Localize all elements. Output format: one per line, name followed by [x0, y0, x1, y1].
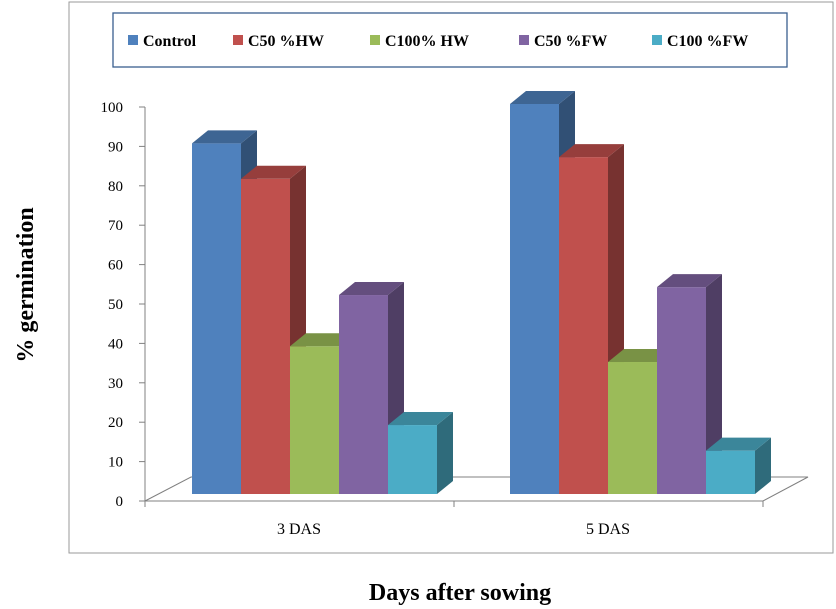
legend-label: C50 %HW: [248, 33, 324, 50]
bar-top: [706, 437, 771, 451]
bar-side: [755, 437, 771, 494]
bar-top: [510, 90, 575, 104]
y-tick-label: 0: [116, 494, 124, 510]
legend-swatch: [233, 35, 243, 45]
bar-top: [339, 282, 404, 296]
x-tick-label: 5 DAS: [586, 521, 630, 538]
y-tick-label: 20: [108, 415, 123, 431]
legend-item: Control: [128, 33, 197, 50]
y-tick-label: 100: [101, 100, 124, 116]
y-tick-label: 50: [108, 297, 123, 313]
legend-label: C100% HW: [385, 33, 469, 50]
bar-front: [388, 425, 437, 494]
legend-label: C50 %FW: [534, 33, 607, 50]
bar-top: [241, 165, 306, 179]
legend-item: C50 %FW: [519, 33, 607, 50]
legend-swatch: [370, 35, 380, 45]
y-tick-label: 10: [108, 455, 123, 471]
y-axis-title: % germination: [13, 207, 39, 362]
bar-front: [559, 157, 608, 494]
bars: [192, 90, 771, 495]
bar: [657, 274, 722, 494]
legend-swatch: [519, 35, 529, 45]
bar-top: [559, 144, 624, 158]
x-tick-label: 3 DAS: [277, 521, 321, 538]
legend-item: C50 %HW: [233, 33, 324, 50]
bar-side: [706, 274, 722, 494]
x-axis: 3 DAS 5 DAS: [144, 500, 764, 538]
bar: [339, 282, 404, 494]
y-tick-label: 90: [108, 139, 123, 155]
bar: [510, 90, 575, 494]
bar-top: [290, 333, 355, 347]
y-axis: 0 10 20 30 40 50 60 70 80 90 100: [101, 100, 146, 510]
legend-label: Control: [143, 33, 197, 50]
bar-front: [241, 178, 290, 495]
bar-front: [657, 287, 706, 494]
legend-swatch: [652, 35, 662, 45]
bar-top: [388, 412, 453, 426]
bar: [388, 412, 453, 494]
legend-box: [112, 12, 788, 68]
bar-front: [608, 362, 657, 494]
y-tick-label: 70: [108, 218, 123, 234]
bar-front: [192, 143, 241, 494]
y-tick-label: 30: [108, 376, 123, 392]
y-tick-label: 60: [108, 258, 123, 274]
x-axis-title: Days after sowing: [369, 580, 551, 606]
bar-top: [608, 349, 673, 363]
legend-item: C100 %FW: [652, 33, 748, 50]
bar-front: [706, 450, 755, 494]
y-tick-label: 40: [108, 336, 123, 352]
bar-top: [657, 274, 722, 288]
legend-item: C100% HW: [370, 33, 469, 50]
legend: Control C50 %HW C100% HW C50 %FW C100 %FW: [128, 33, 748, 50]
bar-side: [437, 412, 453, 494]
legend-label: C100 %FW: [667, 33, 748, 50]
legend-swatch: [128, 35, 138, 45]
bar-front: [339, 295, 388, 494]
bar-front: [290, 346, 339, 494]
bar-top: [192, 130, 257, 144]
bar-front: [510, 103, 559, 494]
bar: [706, 437, 771, 494]
y-tick-label: 80: [108, 179, 123, 195]
